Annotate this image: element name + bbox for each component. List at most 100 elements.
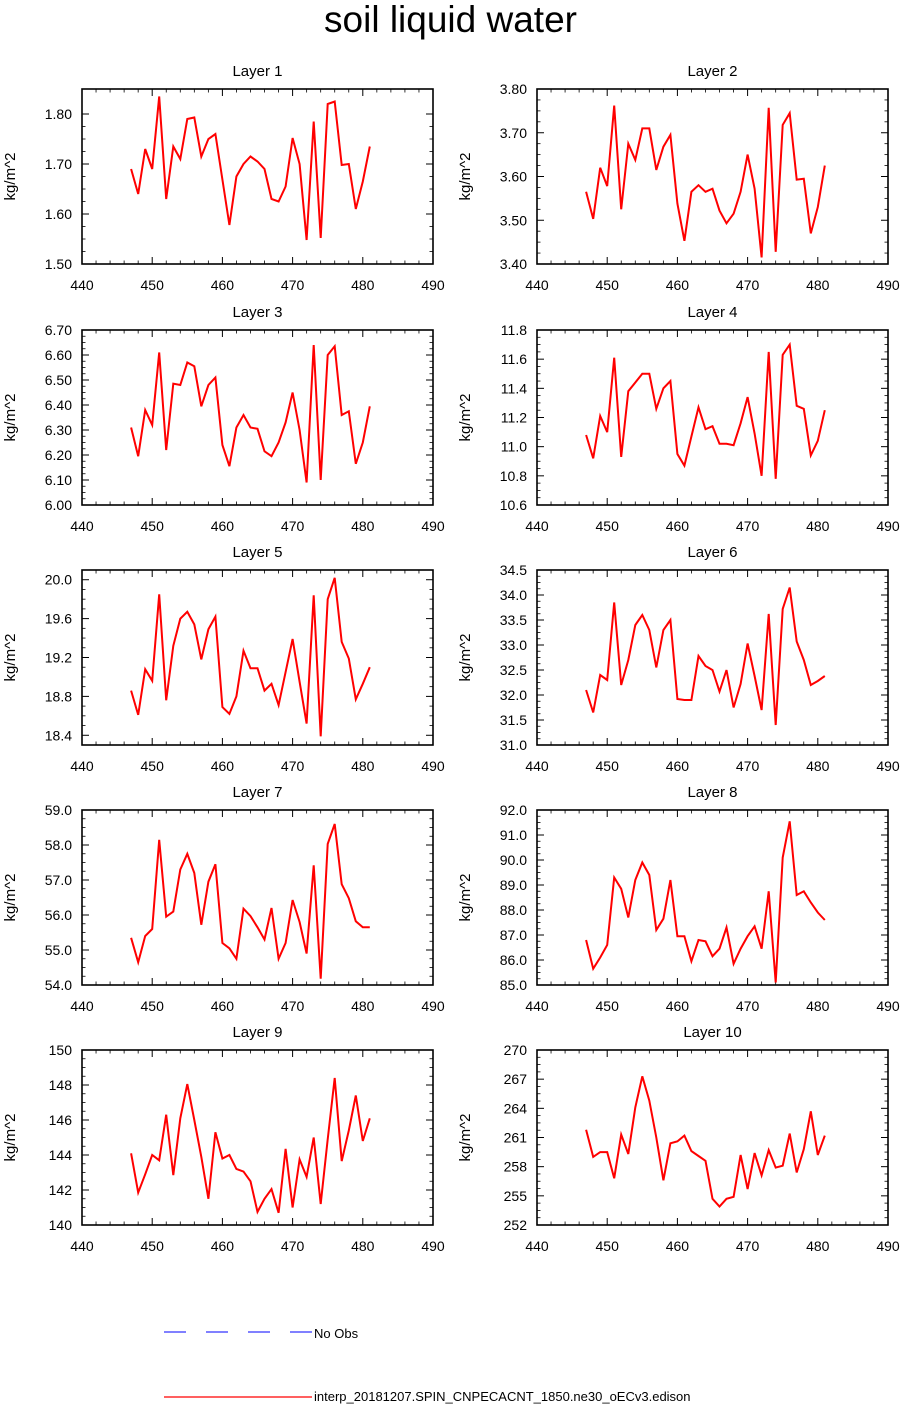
x-tick-label: 470 <box>736 998 760 1014</box>
panel-title: Layer 2 <box>687 63 737 80</box>
y-tick-label: 90.0 <box>500 852 527 868</box>
y-tick-label: 19.2 <box>45 650 72 666</box>
y-tick-label: 58.0 <box>45 837 72 853</box>
series-line-model <box>585 105 826 258</box>
y-tick-label: 267 <box>504 1071 528 1087</box>
x-tick-label: 480 <box>806 518 830 534</box>
y-tick-label: 252 <box>504 1217 528 1233</box>
x-tick-label: 440 <box>525 277 549 293</box>
chart-panel-layer-4: Layer 4 kg/m^2 440 450 460 470 480 490 10.6 10.8 1… <box>457 304 900 534</box>
x-tick-label: 480 <box>351 998 375 1014</box>
y-tick-label: 6.00 <box>45 497 72 513</box>
y-axis-label: kg/m^2 <box>2 874 19 922</box>
y-tick-label: 55.0 <box>45 942 72 958</box>
x-tick-label: 450 <box>596 998 620 1014</box>
panel-title: Layer 5 <box>232 544 282 561</box>
x-tick-label: 450 <box>141 758 165 774</box>
x-tick-label: 470 <box>736 1238 760 1254</box>
x-tick-label: 460 <box>211 758 235 774</box>
y-tick-label: 32.0 <box>500 687 527 703</box>
x-tick-label: 450 <box>596 758 620 774</box>
y-tick-label: 3.40 <box>500 256 527 272</box>
x-tick-label: 450 <box>141 1238 165 1254</box>
chart-panel-layer-3: Layer 3 kg/m^2 440 450 460 470 480 490 6.00 6.10 6… <box>2 304 445 534</box>
y-axis-label: kg/m^2 <box>2 394 19 442</box>
y-tick-label: 59.0 <box>45 802 72 818</box>
panel-title: Layer 3 <box>232 304 282 321</box>
x-tick-label: 470 <box>281 518 305 534</box>
x-tick-label: 450 <box>141 277 165 293</box>
x-tick-label: 460 <box>211 998 235 1014</box>
y-tick-label: 3.70 <box>500 125 527 141</box>
chart-panel-layer-6: Layer 6 kg/m^2 440 450 460 470 480 490 31.0 31.5 3… <box>457 544 900 774</box>
y-tick-label: 255 <box>504 1188 528 1204</box>
y-axis-label: kg/m^2 <box>2 634 19 682</box>
x-tick-label: 480 <box>351 277 375 293</box>
figure-title: soil liquid water <box>324 0 577 40</box>
y-tick-label: 270 <box>504 1042 528 1058</box>
x-tick-label: 460 <box>666 518 690 534</box>
x-tick-label: 440 <box>70 277 94 293</box>
chart-panel-layer-2: Layer 2 kg/m^2 440 450 460 470 480 490 3.40 3.50 3… <box>457 63 900 293</box>
y-tick-label: 264 <box>504 1100 528 1116</box>
y-tick-label: 92.0 <box>500 802 527 818</box>
y-tick-label: 11.8 <box>501 322 527 338</box>
series-line-model <box>585 1076 826 1208</box>
y-tick-label: 54.0 <box>45 977 72 993</box>
y-axis-label: kg/m^2 <box>457 874 474 922</box>
panel-title: Layer 6 <box>687 544 737 561</box>
y-tick-label: 18.4 <box>45 727 72 743</box>
x-tick-label: 490 <box>421 277 445 293</box>
y-tick-label: 6.10 <box>45 472 72 488</box>
x-tick-label: 440 <box>70 518 94 534</box>
y-tick-label: 11.4 <box>501 380 527 396</box>
series-line-model <box>130 96 371 241</box>
y-tick-label: 31.0 <box>500 737 527 753</box>
y-tick-label: 19.6 <box>45 611 72 627</box>
x-tick-label: 470 <box>281 758 305 774</box>
series-line-model <box>585 821 826 983</box>
y-tick-label: 88.0 <box>500 902 527 918</box>
series-line-model <box>585 587 826 726</box>
x-tick-label: 490 <box>876 1238 900 1254</box>
x-tick-label: 450 <box>596 518 620 534</box>
y-tick-label: 144 <box>49 1147 73 1163</box>
y-tick-label: 10.6 <box>500 497 527 513</box>
y-tick-label: 1.70 <box>45 156 72 172</box>
x-tick-label: 480 <box>351 1238 375 1254</box>
y-tick-label: 6.40 <box>45 397 72 413</box>
y-tick-label: 56.0 <box>45 907 72 923</box>
x-tick-label: 480 <box>351 758 375 774</box>
x-tick-label: 450 <box>596 277 620 293</box>
y-tick-label: 148 <box>49 1077 73 1093</box>
x-tick-label: 460 <box>666 277 690 293</box>
x-tick-label: 450 <box>141 998 165 1014</box>
x-tick-label: 480 <box>806 758 830 774</box>
y-tick-label: 10.8 <box>500 468 527 484</box>
y-tick-label: 6.20 <box>45 447 72 463</box>
x-tick-label: 490 <box>421 758 445 774</box>
x-tick-label: 440 <box>525 518 549 534</box>
x-tick-label: 470 <box>736 518 760 534</box>
y-axis-label: kg/m^2 <box>2 1114 19 1162</box>
y-tick-label: 20.0 <box>45 572 72 588</box>
x-tick-label: 480 <box>806 277 830 293</box>
y-tick-label: 150 <box>49 1042 73 1058</box>
y-tick-label: 6.30 <box>45 422 72 438</box>
x-tick-label: 470 <box>736 758 760 774</box>
y-tick-label: 6.50 <box>45 372 72 388</box>
y-tick-label: 146 <box>49 1112 73 1128</box>
y-tick-label: 33.0 <box>500 637 527 653</box>
x-tick-label: 470 <box>281 277 305 293</box>
x-tick-label: 440 <box>525 758 549 774</box>
x-tick-label: 460 <box>211 1238 235 1254</box>
x-tick-label: 490 <box>421 1238 445 1254</box>
x-tick-label: 450 <box>596 1238 620 1254</box>
chart-panel-layer-8: Layer 8 kg/m^2 440 450 460 470 480 490 85.0 86.0 8… <box>457 784 900 1014</box>
x-tick-label: 490 <box>876 518 900 534</box>
x-tick-label: 480 <box>806 998 830 1014</box>
y-tick-label: 142 <box>49 1182 73 1198</box>
y-tick-label: 11.6 <box>501 351 527 367</box>
x-tick-label: 450 <box>141 518 165 534</box>
